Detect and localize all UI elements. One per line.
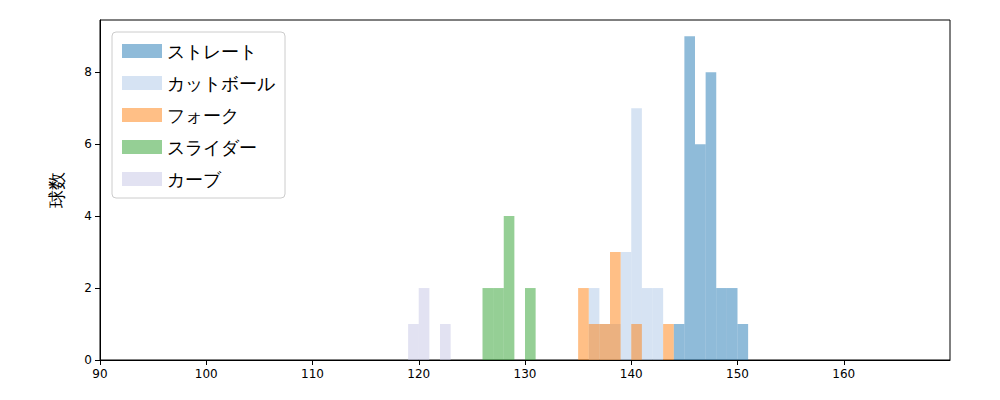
- svg-text:ストレート: ストレート: [167, 41, 257, 62]
- svg-text:カーブ: カーブ: [167, 169, 222, 190]
- svg-text:スライダー: スライダー: [167, 137, 257, 158]
- svg-text:100: 100: [195, 367, 218, 381]
- svg-text:160: 160: [832, 367, 855, 381]
- svg-text:150: 150: [726, 367, 749, 381]
- svg-text:フォーク: フォーク: [167, 105, 239, 126]
- svg-text:130: 130: [514, 367, 537, 381]
- svg-text:120: 120: [407, 367, 430, 381]
- svg-text:カットボール: カットボール: [167, 73, 275, 94]
- svg-text:110: 110: [301, 367, 324, 381]
- svg-text:6: 6: [84, 137, 92, 151]
- svg-text:8: 8: [84, 65, 92, 79]
- svg-text:0: 0: [84, 353, 92, 367]
- svg-text:球数: 球数: [46, 172, 67, 208]
- svg-text:140: 140: [620, 367, 643, 381]
- svg-text:4: 4: [84, 209, 92, 223]
- svg-text:2: 2: [84, 281, 92, 295]
- svg-text:90: 90: [92, 367, 107, 381]
